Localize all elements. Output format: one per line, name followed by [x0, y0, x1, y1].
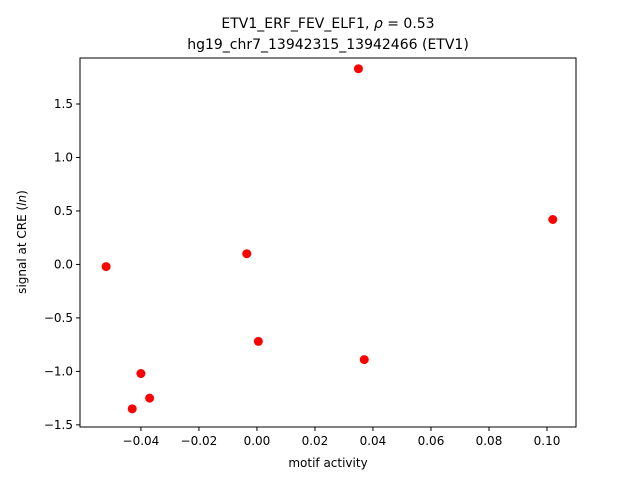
data-point: [127, 404, 137, 414]
data-point: [136, 369, 146, 379]
data-point: [101, 262, 111, 272]
y-axis: −1.5 −1.0 −0.5 0.0 0.5 1.0 1.5: [44, 97, 80, 432]
y-tick-label: 0.0: [54, 257, 73, 271]
x-tick-label: 0.06: [418, 434, 445, 448]
x-axis: −0.04 −0.02 0.00 0.02 0.04 0.06 0.08 0.10: [123, 427, 561, 448]
data-point: [253, 336, 263, 346]
data-point: [242, 249, 252, 259]
y-tick-label: −1.5: [44, 418, 73, 432]
x-tick-label: −0.04: [123, 434, 160, 448]
chart-subtitle: hg19_chr7_13942315_13942466 (ETV1): [187, 37, 469, 53]
x-tick-label: 0.10: [534, 434, 561, 448]
chart-title: ETV1_ERF_FEV_ELF1, ρ = 0.53: [221, 16, 434, 32]
x-tick-label: 0.00: [244, 434, 271, 448]
x-tick-label: −0.02: [181, 434, 218, 448]
data-points: [101, 64, 558, 414]
plot-area: [79, 57, 577, 428]
y-tick-label: 1.0: [54, 150, 73, 164]
y-tick-label: 0.5: [54, 204, 73, 218]
y-axis-label: signal at CRE (ln): [15, 190, 29, 294]
x-tick-label: 0.08: [476, 434, 503, 448]
data-point: [548, 215, 558, 225]
data-point: [353, 64, 363, 74]
y-tick-label: −1.0: [44, 364, 73, 378]
data-point: [359, 355, 369, 365]
y-tick-label: −0.5: [44, 311, 73, 325]
y-tick-label: 1.5: [54, 97, 73, 111]
data-point: [145, 393, 155, 403]
x-tick-label: 0.04: [360, 434, 387, 448]
x-axis-label: motif activity: [288, 456, 367, 470]
x-tick-label: 0.02: [302, 434, 329, 448]
